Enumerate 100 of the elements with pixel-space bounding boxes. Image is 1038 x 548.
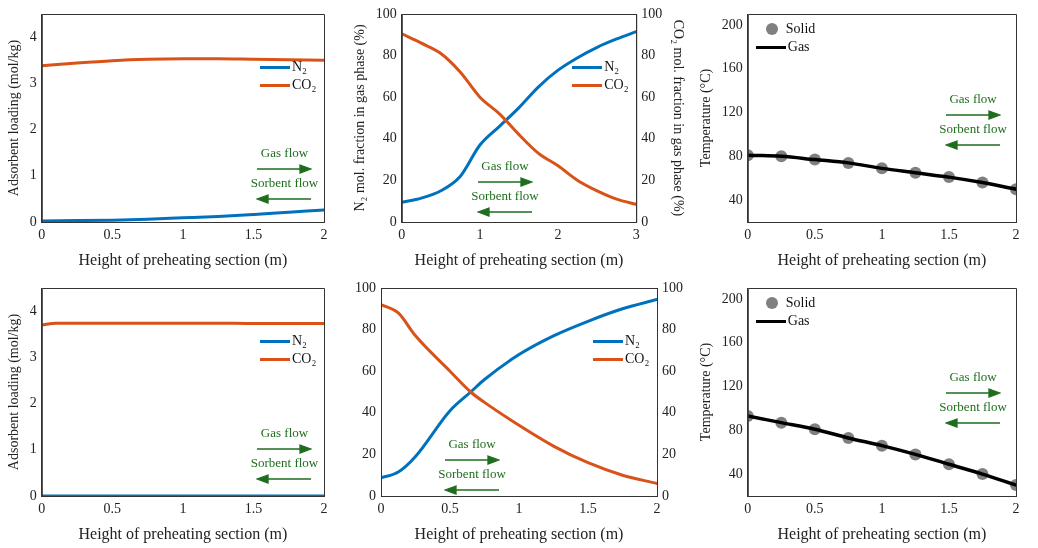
y-tick-label: 200 [721, 16, 743, 32]
y2-tick-label: 60 [641, 88, 656, 104]
annotation: Sorbent flow [939, 399, 1007, 416]
legend-label: Solid [785, 294, 816, 312]
annotation: Gas flow [949, 90, 997, 107]
y-axis-title: Adsorbent loading (mol/kg) [6, 313, 23, 471]
x-tick-label: 1.5 [940, 501, 958, 517]
annotation: Gas flow [260, 425, 309, 442]
y-axis-title: Temperature (°C) [698, 342, 715, 442]
y-tick-label: 2 [29, 121, 37, 137]
y-tick-label: 60 [362, 362, 376, 378]
x-tick-label: 2 [1012, 227, 1020, 243]
y-tick-label: 100 [375, 5, 397, 21]
annotation: Gas flow [448, 435, 496, 452]
x-tick-label: 0.5 [441, 501, 459, 517]
y-tick-label: 0 [369, 487, 376, 503]
annotation: Sorbent flow [471, 187, 539, 204]
x-tick-label: 0.5 [806, 227, 824, 243]
y2-tick-label: 0 [641, 213, 649, 229]
x-tick-label: 1.5 [244, 501, 263, 517]
y2-tick-label: 80 [662, 321, 676, 337]
annotation: Sorbent flow [250, 455, 319, 472]
legend-label: CO₂ [625, 350, 650, 369]
x-tick-label: 0.5 [103, 501, 122, 517]
legend-label: N₂ [292, 332, 307, 351]
y2-tick-label: 100 [641, 5, 663, 21]
x-tick-label: 1 [878, 501, 886, 517]
legend-label: N₂ [625, 332, 640, 351]
y-tick-label: 160 [721, 334, 743, 350]
legend-label: N₂ [292, 58, 307, 77]
legend-label: CO₂ [292, 350, 317, 369]
y2-tick-label: 60 [662, 362, 676, 378]
annotation: Sorbent flow [250, 175, 319, 192]
y-tick-label: 4 [29, 302, 37, 318]
x-tick-label: 1.5 [244, 227, 263, 243]
x-tick-label: 1 [476, 227, 484, 243]
annotation: Gas flow [260, 145, 309, 162]
y-tick-label: 20 [382, 172, 397, 188]
x-axis-title: Height of preheating section (m) [78, 524, 288, 543]
x-axis-title: Height of preheating section (m) [414, 250, 624, 269]
y-axis-title: Adsorbent loading (mol/kg) [6, 39, 23, 197]
y-tick-label: 40 [728, 191, 743, 207]
y2-axis-title: CO₂ mol. fraction in gas phase (%) [669, 19, 686, 217]
x-tick-label: 1.5 [940, 227, 958, 243]
y-tick-label: 120 [721, 104, 743, 120]
annotation: Gas flow [949, 369, 997, 386]
y-tick-label: 1 [29, 441, 37, 457]
y-tick-label: 160 [721, 60, 743, 76]
y-tick-label: 80 [362, 321, 376, 337]
y-tick-label: 80 [728, 147, 743, 163]
legend-label: Gas [787, 312, 810, 330]
x-axis-title: Height of preheating section (m) [414, 524, 624, 543]
legend-label: Solid [785, 20, 816, 38]
x-axis-title: Height of preheating section (m) [78, 250, 288, 269]
y-tick-label: 4 [29, 28, 37, 44]
legend-label: CO₂ [292, 76, 317, 95]
y2-tick-label: 40 [662, 404, 676, 420]
x-tick-label: 0.5 [103, 227, 122, 243]
x-tick-label: 1 [515, 501, 523, 517]
y-tick-label: 200 [721, 290, 743, 306]
y-tick-label: 0 [389, 213, 397, 229]
x-tick-label: 1.5 [579, 501, 597, 517]
y-tick-label: 3 [29, 75, 37, 91]
legend-label: Gas [787, 38, 810, 56]
y-tick-label: 100 [355, 279, 376, 295]
y2-tick-label: 0 [662, 487, 669, 503]
x-tick-label: 2 [1012, 501, 1020, 517]
y2-tick-label: 40 [641, 130, 656, 146]
annotation: Gas flow [481, 157, 529, 174]
y2-tick-label: 80 [641, 47, 656, 63]
annotation: Sorbent flow [939, 120, 1007, 137]
y-tick-label: 40 [728, 465, 743, 481]
y2-tick-label: 20 [641, 172, 656, 188]
legend-label: N₂ [604, 58, 620, 77]
y-tick-label: 1 [29, 167, 37, 183]
x-axis-title: Height of preheating section (m) [777, 524, 987, 543]
y-tick-label: 80 [382, 47, 397, 63]
x-tick-label: 3 [632, 227, 640, 243]
y-tick-label: 60 [382, 88, 397, 104]
legend-label: CO₂ [604, 76, 629, 95]
y-tick-label: 20 [362, 446, 376, 462]
y-tick-label: 3 [29, 349, 37, 365]
y2-tick-label: 100 [662, 279, 683, 295]
x-tick-label: 2 [320, 501, 328, 517]
y-tick-label: 0 [29, 487, 37, 503]
y-tick-label: 80 [728, 421, 743, 437]
x-tick-label: 0.5 [806, 501, 824, 517]
x-tick-label: 1 [878, 227, 886, 243]
x-tick-label: 2 [554, 227, 562, 243]
y2-tick-label: 20 [662, 446, 676, 462]
x-tick-label: 2 [653, 501, 661, 517]
annotation: Sorbent flow [438, 465, 506, 482]
x-tick-label: 1 [179, 227, 187, 243]
y-axis-title: Temperature (°C) [698, 68, 715, 168]
x-tick-label: 2 [320, 227, 328, 243]
y-axis-title: N₂ mol. fraction in gas phase (%) [352, 24, 369, 212]
y-tick-label: 2 [29, 395, 37, 411]
y-tick-label: 120 [721, 378, 743, 394]
y-tick-label: 40 [362, 404, 376, 420]
y-tick-label: 0 [29, 213, 37, 229]
